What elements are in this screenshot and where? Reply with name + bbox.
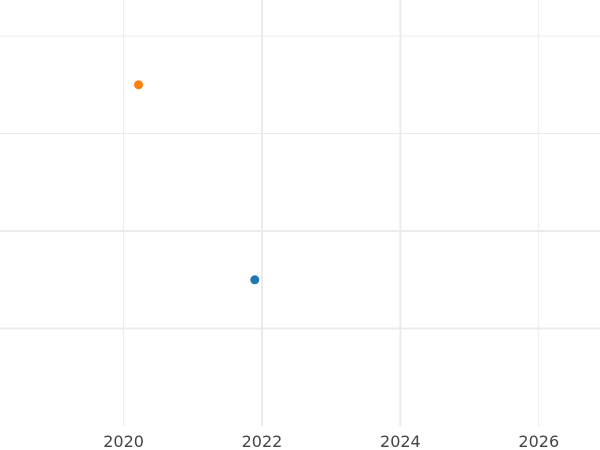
data-points	[134, 80, 260, 285]
x-axis-ticks: 2020 2022 2024 2026	[103, 432, 559, 450]
data-point	[250, 275, 260, 285]
x-tick-label: 2024	[380, 432, 421, 450]
x-tick-label: 2022	[242, 432, 283, 450]
x-tick-label: 2020	[103, 432, 144, 450]
gridlines	[0, 0, 600, 426]
x-tick-label: 2026	[518, 432, 559, 450]
data-point	[134, 80, 144, 90]
